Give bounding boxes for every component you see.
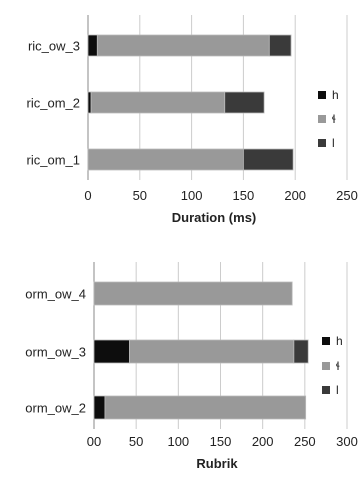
bar-segment-ɬ — [90, 91, 226, 114]
legend-swatch-h — [322, 337, 330, 345]
bar-segment-l — [268, 34, 292, 57]
chart-1: 0 50 100 150 200 250 ric_ow_3 ric_om_2 ric_om_1 D… — [27, 15, 358, 225]
legend-label: l — [336, 383, 339, 397]
bar-segment-ɬ — [93, 281, 293, 306]
legend-label: ɬ — [336, 359, 340, 373]
bar-segment-h — [87, 34, 98, 57]
x-tick-label: 200 — [284, 188, 306, 203]
x-tick-label: 50 — [133, 188, 147, 203]
legend-label: ɬ — [332, 112, 336, 126]
category-label: ric_ow_3 — [28, 39, 80, 54]
chart-2: 00 50 100 150 200 250 300 orm_ow_4 orm_ow_3 orm_o… — [25, 262, 358, 471]
legend-swatch-l — [318, 139, 326, 147]
bar-segment-ɬ — [129, 339, 295, 364]
bar-segment-l — [242, 148, 294, 171]
bar-segment-h — [87, 91, 92, 114]
legend-swatch-ɬ — [318, 115, 326, 123]
category-label: orm_ow_4 — [25, 287, 86, 302]
x-tick-label: 150 — [210, 434, 232, 449]
legend-label: l — [332, 136, 335, 150]
x-tick-label: 200 — [252, 434, 274, 449]
legend-label: h — [332, 88, 339, 102]
category-label: ric_om_1 — [27, 153, 80, 168]
bar-segment-ɬ — [87, 148, 244, 171]
bar-segment-h — [93, 395, 106, 420]
x-tick-label: 150 — [233, 188, 255, 203]
legend-swatch-ɬ — [322, 362, 330, 370]
x-tick-label: 00 — [87, 434, 101, 449]
bar-segment-ɬ — [104, 395, 307, 420]
x-tick-label: 250 — [294, 434, 316, 449]
bar-segment-l — [224, 91, 265, 114]
x-tick-label: 0 — [84, 188, 91, 203]
x-tick-label: 250 — [336, 188, 358, 203]
x-tick-label: 100 — [167, 434, 189, 449]
category-label: orm_ow_3 — [25, 345, 86, 360]
bar-segment-h — [93, 339, 130, 364]
bar-segment-ɬ — [96, 34, 270, 57]
legend-swatch-h — [318, 91, 326, 99]
x-tick-label: 100 — [181, 188, 203, 203]
category-label: orm_ow_2 — [25, 401, 86, 416]
bar-segment-l — [293, 339, 309, 364]
category-label: ric_om_2 — [27, 96, 80, 111]
x-tick-label: 50 — [129, 434, 143, 449]
x-axis-title: Duration (ms) — [172, 210, 257, 225]
legend-label: h — [336, 334, 343, 348]
x-tick-label: 300 — [336, 434, 358, 449]
x-axis-title: Rubrik — [196, 456, 238, 471]
legend-swatch-l — [322, 386, 330, 394]
